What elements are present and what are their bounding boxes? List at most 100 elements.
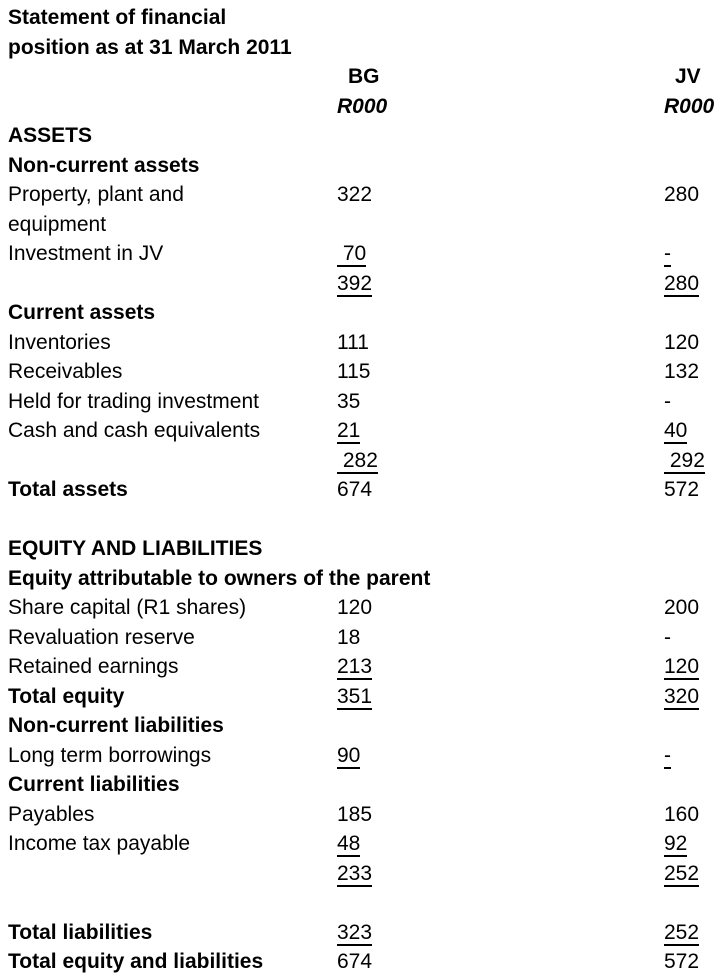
value-bg: 115 [337,357,664,387]
statement-row: Share capital (R1 shares) 120 200 [0,593,716,623]
row-label: Total equity [8,684,125,708]
statement-row: Receivables 115 132 [0,357,716,387]
value-bg-number: 233 [337,861,373,887]
statement-row: Total equity 351 320 [0,682,716,712]
value-jv-number: 252 [664,920,700,946]
row-label: Total equity and liabilities [8,950,264,973]
value-bg: 351 [337,682,664,712]
value-jv-number: 132 [664,360,700,383]
value-jv-number: 280 [664,271,700,297]
statement-row: 392 280 [0,269,716,299]
statement-row [0,888,716,918]
value-bg: 392 [337,269,664,299]
value-jv [664,534,716,564]
value-jv: 320 [664,682,716,712]
statement-row: Current assets [0,298,716,328]
value-jv [664,564,716,594]
value-bg: 185 [337,800,664,830]
row-label: Payables [8,802,95,826]
column-header-jv: JV [675,65,701,88]
value-jv: 132 [664,357,716,387]
row-label: Property, plant and equipment [8,183,184,236]
value-jv: 252 [664,859,716,889]
value-jv: 120 [664,328,716,358]
value-bg-number: 282 [337,448,378,474]
financial-statement-page: Statement of financial position as at 31… [0,3,716,977]
statement-row: Cash and cash equivalents 21 40 [0,416,716,446]
value-jv-number: 200 [664,596,700,619]
value-jv: 572 [664,947,716,977]
value-jv: - [664,741,716,771]
value-bg-number: 111 [337,330,369,354]
value-bg-number: 674 [337,478,373,501]
value-jv: 280 [664,180,716,239]
statement-table: BG JV R000 R000 ASSETS Non-current assets… [0,62,716,977]
value-bg: 18 [337,623,664,653]
value-bg-number: 392 [337,271,373,297]
value-bg: 120 [337,593,664,623]
statement-row: Total liabilities 323 252 [0,918,716,948]
row-label: Revaluation reserve [8,625,195,649]
value-jv: - [664,623,716,653]
statement-row: Equity attributable to owners of the par… [0,564,716,594]
column-header-row: BG JV [0,62,716,92]
value-bg: 213 [337,652,664,682]
value-bg: 674 [337,475,664,505]
value-bg-number: 213 [337,655,373,680]
value-bg: 322 [337,180,664,239]
value-jv: 292 [664,446,716,476]
statement-row: Total equity and liabilities 674 572 [0,947,716,977]
value-jv-number: 572 [664,478,700,501]
value-bg [337,888,664,918]
row-label [0,859,337,889]
statement-row: Current liabilities [0,770,716,800]
row-label: Retained earnings [8,655,179,678]
value-bg [337,505,664,535]
value-bg: 35 [337,387,664,417]
value-bg-number: 21 [337,419,361,444]
value-bg-number: 322 [337,183,373,206]
value-bg: 90 [337,741,664,771]
value-jv: 160 [664,800,716,830]
row-label: Share capital (R1 shares) [8,596,247,619]
value-jv-number: 160 [664,802,700,826]
row-label: Investment in JV [8,242,164,265]
row-label: EQUITY AND LIABILITIES [8,537,263,560]
row-label: Held for trading investment [8,389,259,413]
value-jv: 120 [664,652,716,682]
value-jv [664,151,716,181]
value-bg [337,298,664,328]
value-jv-number: 292 [664,448,705,474]
value-bg [337,534,664,564]
value-jv [664,770,716,800]
unit-header-row: R000 R000 [0,92,716,122]
value-bg [337,770,664,800]
value-bg-number: 185 [337,802,373,826]
value-bg-number: 18 [337,625,361,649]
unit-header-spacer [0,92,337,122]
statement-rows: ASSETS Non-current assets Property, plant … [0,121,716,977]
value-jv-number: - [664,389,671,413]
value-jv: 92 [664,829,716,859]
value-bg-number: 90 [337,743,361,769]
value-jv-number: 252 [664,861,700,887]
value-jv-number: 320 [664,684,700,710]
statement-row: 282 292 [0,446,716,476]
statement-row: Investment in JV 70 - [0,239,716,269]
statement-row: EQUITY AND LIABILITIES [0,534,716,564]
value-jv: 200 [664,593,716,623]
value-bg-number: 48 [337,832,361,857]
statement-row: Non-current liabilities [0,711,716,741]
statement-row: Payables 185 160 [0,800,716,830]
value-bg: 48 [337,829,664,859]
column-header-spacer [0,62,337,92]
value-bg: 21 [337,416,664,446]
title-line-1: Statement of financial [8,6,227,29]
row-label: Current liabilities [8,773,180,796]
value-bg-number: 674 [337,950,373,973]
value-jv-number: 120 [664,655,700,680]
value-jv: 572 [664,475,716,505]
value-bg-number: 115 [337,360,371,383]
value-jv-number: 572 [664,950,700,973]
value-bg [337,121,664,151]
